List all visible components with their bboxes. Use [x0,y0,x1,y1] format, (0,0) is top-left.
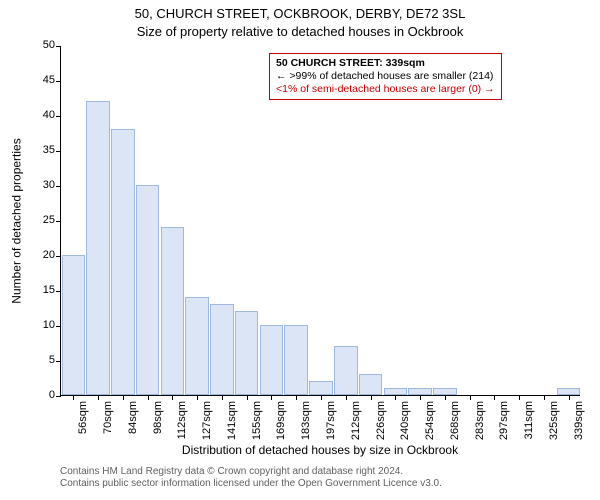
histogram-bar [334,346,358,395]
y-axis-label-text: Number of detached properties [10,138,24,303]
x-tick-label: 297sqm [498,401,510,440]
x-tick-mark [123,395,124,400]
y-tick-mark [56,221,61,222]
histogram-bar [185,297,209,395]
y-tick-mark [56,326,61,327]
x-tick-label: 226sqm [375,401,387,440]
histogram-bar [161,227,185,395]
x-tick-label: 84sqm [127,401,139,434]
annotation-line2: ← >99% of detached houses are smaller (2… [276,70,495,83]
histogram-bar [557,388,581,395]
histogram-bar [62,255,86,395]
x-tick-label: 254sqm [424,401,436,440]
x-tick-mark [247,395,248,400]
histogram-bar [284,325,308,395]
x-tick-label: 197sqm [325,401,337,440]
chart-container: 50, CHURCH STREET, OCKBROOK, DERBY, DE72… [0,0,600,500]
x-tick-mark [420,395,421,400]
x-tick-label: 56sqm [77,401,89,434]
x-tick-mark [544,395,545,400]
footer-line2: Contains public sector information licen… [60,478,580,490]
x-tick-mark [222,395,223,400]
x-tick-mark [172,395,173,400]
y-tick-mark [56,116,61,117]
x-tick-mark [569,395,570,400]
x-tick-mark [470,395,471,400]
y-axis-label: Number of detached properties [10,46,24,396]
x-tick-mark [346,395,347,400]
x-tick-label: 212sqm [350,401,362,440]
histogram-bar [260,325,284,395]
histogram-bar [433,388,457,395]
histogram-bar [384,388,408,395]
x-tick-label: 98sqm [152,401,164,434]
annotation-box: 50 CHURCH STREET: 339sqm ← >99% of detac… [269,53,502,100]
annotation-line3: <1% of semi-detached houses are larger (… [276,83,495,96]
x-tick-mark [519,395,520,400]
x-tick-mark [371,395,372,400]
histogram-bar [235,311,259,395]
x-tick-mark [395,395,396,400]
x-tick-mark [271,395,272,400]
chart-title-sub: Size of property relative to detached ho… [0,24,600,39]
histogram-bar [136,185,160,395]
histogram-bar [408,388,432,395]
x-tick-mark [445,395,446,400]
x-tick-label: 70sqm [102,401,114,434]
footer-attribution: Contains HM Land Registry data © Crown c… [60,466,580,490]
histogram-bar [309,381,333,395]
x-tick-label: 283sqm [474,401,486,440]
y-tick-mark [56,256,61,257]
x-tick-label: 311sqm [523,401,535,439]
y-tick-mark [56,186,61,187]
plot-area: 50 CHURCH STREET: 339sqm ← >99% of detac… [60,46,580,396]
x-tick-label: 268sqm [449,401,461,440]
y-tick-mark [56,291,61,292]
x-tick-mark [148,395,149,400]
y-tick-mark [56,396,61,397]
x-axis-label: Distribution of detached houses by size … [60,443,580,457]
x-tick-label: 240sqm [399,401,411,440]
x-tick-label: 339sqm [573,401,585,440]
x-tick-label: 141sqm [226,401,238,440]
histogram-bar [210,304,234,395]
x-tick-mark [197,395,198,400]
y-tick-mark [56,81,61,82]
x-tick-label: 183sqm [300,401,312,440]
x-tick-mark [494,395,495,400]
x-tick-label: 169sqm [275,401,287,440]
x-tick-mark [321,395,322,400]
footer-line1: Contains HM Land Registry data © Crown c… [60,466,580,478]
x-tick-mark [98,395,99,400]
y-tick-mark [56,151,61,152]
histogram-bar [86,101,110,395]
histogram-bar [359,374,383,395]
x-tick-label: 155sqm [251,401,263,440]
x-tick-mark [296,395,297,400]
y-tick-mark [56,361,61,362]
annotation-line1: 50 CHURCH STREET: 339sqm [276,57,495,70]
histogram-bar [111,129,135,395]
y-tick-mark [56,46,61,47]
chart-title-main: 50, CHURCH STREET, OCKBROOK, DERBY, DE72… [0,6,600,21]
x-tick-mark [73,395,74,400]
x-tick-label: 127sqm [201,401,213,440]
x-tick-label: 325sqm [548,401,560,440]
x-tick-label: 112sqm [176,401,188,439]
